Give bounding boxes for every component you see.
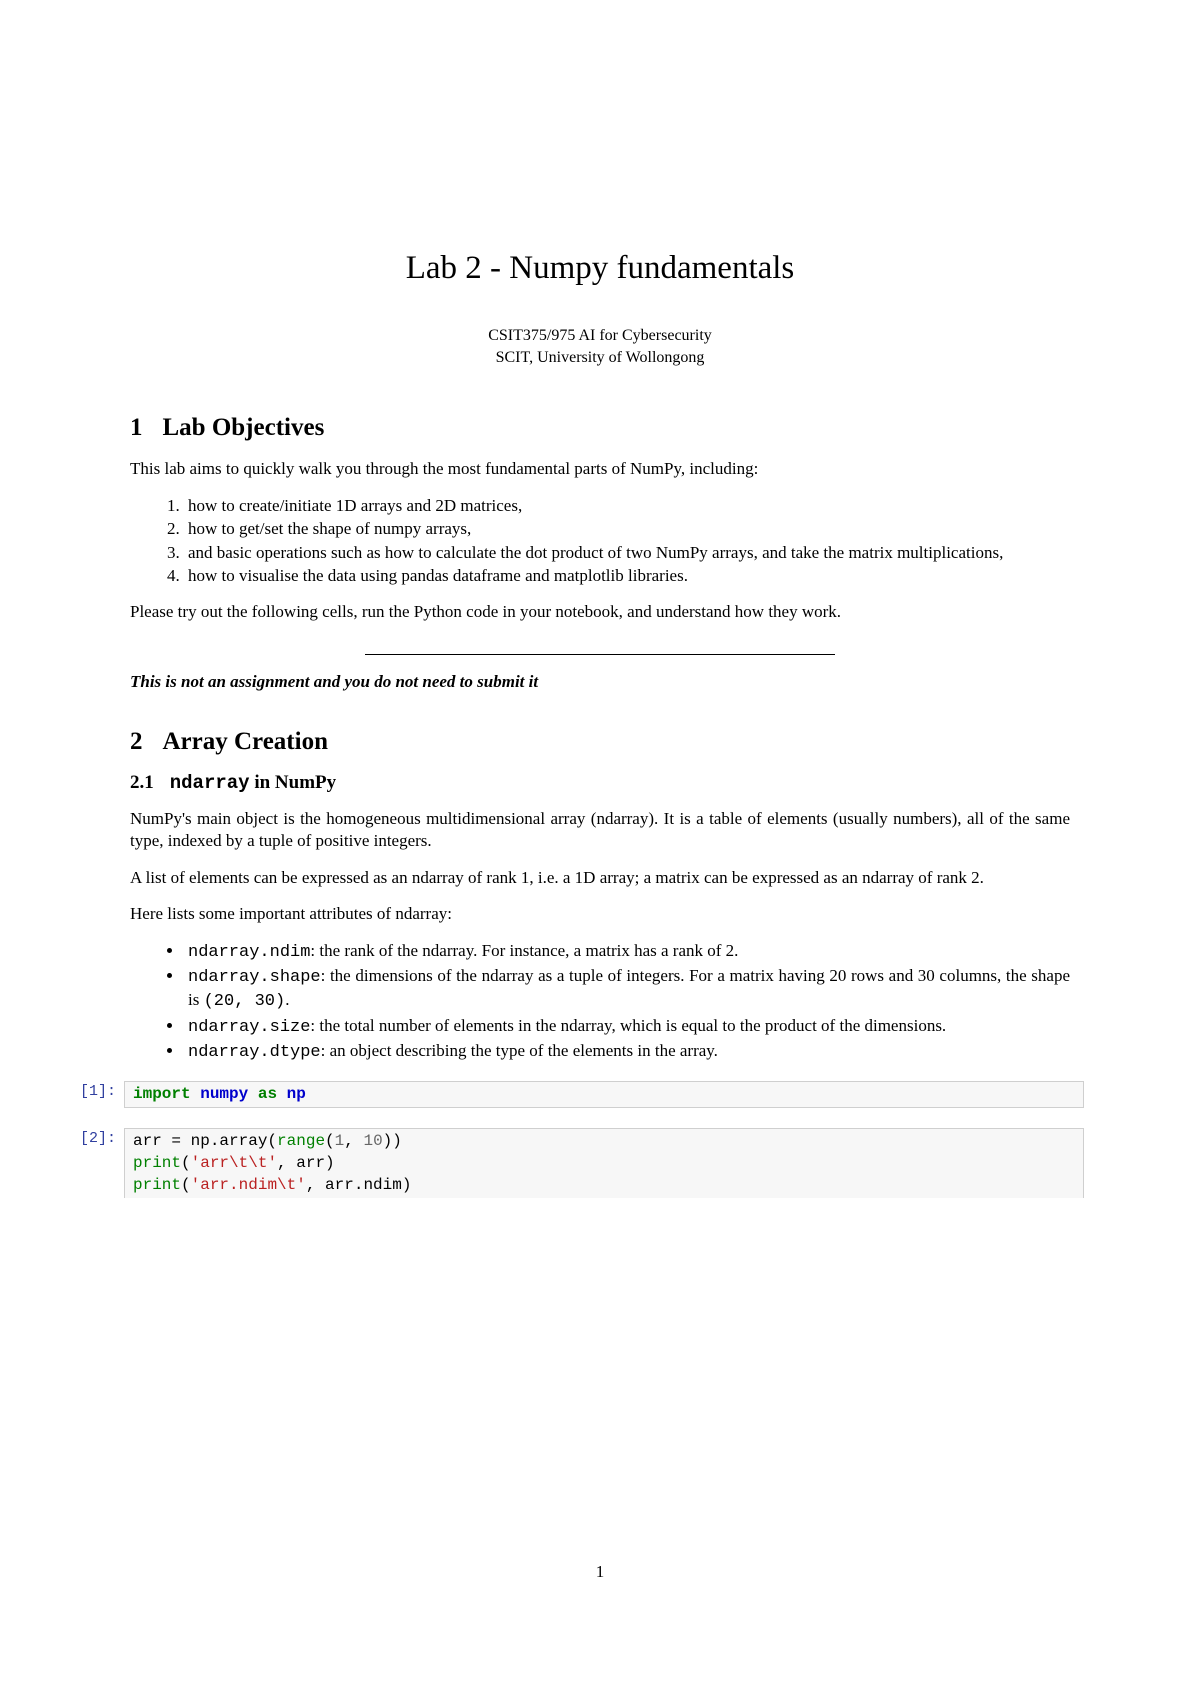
sec2-p1: NumPy's main object is the homogeneous m… (130, 808, 1070, 853)
code-span: ndarray.size (188, 1018, 310, 1037)
sec1-intro: This lab aims to quickly walk you throug… (130, 458, 1070, 480)
list-item: how to visualise the data using pandas d… (184, 565, 1070, 587)
objectives-list: how to create/initiate 1D arrays and 2D … (130, 495, 1070, 588)
list-item: and basic operations such as how to calc… (184, 542, 1070, 564)
text-span: : the total number of elements in the nd… (310, 1016, 946, 1035)
kw-number: 10 (363, 1132, 382, 1150)
subsection-code: ndarray (170, 772, 250, 794)
sec2-p2: A list of elements can be expressed as a… (130, 867, 1070, 889)
kw-number: 1 (335, 1132, 345, 1150)
text-span: : the dimensions of the ndarray as a tup… (188, 966, 1070, 1009)
page-number: 1 (0, 1562, 1200, 1582)
kw-string: 'arr\t\t' (191, 1154, 277, 1172)
list-item: ndarray.size: the total number of elemen… (184, 1015, 1070, 1039)
section-number: 2 (130, 728, 143, 755)
kw-alias: np (287, 1085, 306, 1103)
code-span: (20, 30) (204, 992, 286, 1011)
text-span: . (285, 990, 289, 1009)
code-text: arr = np.array( (133, 1132, 277, 1150)
section-title: Lab Objectives (163, 414, 325, 441)
kw-builtin: range (277, 1132, 325, 1150)
sec1-outro: Please try out the following cells, run … (130, 601, 1070, 623)
code-cell-2: [2]: arr = np.array(range(1, 10)) print(… (58, 1128, 1084, 1198)
kw-string: 'arr.ndim\t' (191, 1176, 306, 1194)
code-text: , (344, 1132, 363, 1150)
list-item: ndarray.shape: the dimensions of the nda… (184, 965, 1070, 1014)
list-item: how to get/set the shape of numpy arrays… (184, 518, 1070, 540)
sec2-p3: Here lists some important attributes of … (130, 903, 1070, 925)
code-cell-1: [1]: import numpy as np (58, 1081, 1084, 1109)
section-number: 1 (130, 414, 143, 441)
subsection-title: in NumPy (250, 772, 337, 793)
section-1-heading: 1 Lab Objectives (130, 414, 1070, 442)
code-span: ndarray.shape (188, 968, 321, 987)
list-item: ndarray.dtype: an object describing the … (184, 1040, 1070, 1064)
kw-builtin: print (133, 1154, 181, 1172)
page-root: Lab 2 - Numpy fundamentals CSIT375/975 A… (0, 0, 1200, 1198)
horizontal-rule (130, 642, 1070, 660)
code-text: , arr.ndim) (306, 1176, 412, 1194)
course-line: CSIT375/975 AI for Cybersecurity (130, 325, 1070, 347)
code-span: ndarray.ndim (188, 943, 310, 962)
code-text: )) (383, 1132, 402, 1150)
cell-source: import numpy as np (124, 1081, 1084, 1109)
kw-builtin: print (133, 1176, 181, 1194)
document-title: Lab 2 - Numpy fundamentals (130, 250, 1070, 287)
code-text: ( (181, 1154, 191, 1172)
attributes-list: ndarray.ndim: the rank of the ndarray. F… (130, 940, 1070, 1065)
not-assignment-note: This is not an assignment and you do not… (130, 672, 1070, 692)
section-2-1-heading: 2.1 ndarray in NumPy (130, 772, 1070, 794)
kw-import: import (133, 1085, 191, 1103)
kw-module: numpy (200, 1085, 248, 1103)
kw-as: as (258, 1085, 277, 1103)
code-text: ( (325, 1132, 335, 1150)
text-span: : an object describing the type of the e… (321, 1041, 718, 1060)
code-text: ( (181, 1176, 191, 1194)
code-span: ndarray.dtype (188, 1043, 321, 1062)
institution-line: SCIT, University of Wollongong (130, 347, 1070, 369)
section-title: Array Creation (163, 728, 328, 755)
cell-prompt: [1]: (58, 1081, 116, 1100)
section-2-heading: 2 Array Creation (130, 728, 1070, 756)
subtitle-block: CSIT375/975 AI for Cybersecurity SCIT, U… (130, 325, 1070, 368)
text-span: : the rank of the ndarray. For instance,… (310, 941, 738, 960)
list-item: how to create/initiate 1D arrays and 2D … (184, 495, 1070, 517)
cell-prompt: [2]: (58, 1128, 116, 1147)
list-item: ndarray.ndim: the rank of the ndarray. F… (184, 940, 1070, 964)
cell-source: arr = np.array(range(1, 10)) print('arr\… (124, 1128, 1084, 1198)
code-text: , arr) (277, 1154, 335, 1172)
subsection-number: 2.1 (130, 772, 154, 793)
